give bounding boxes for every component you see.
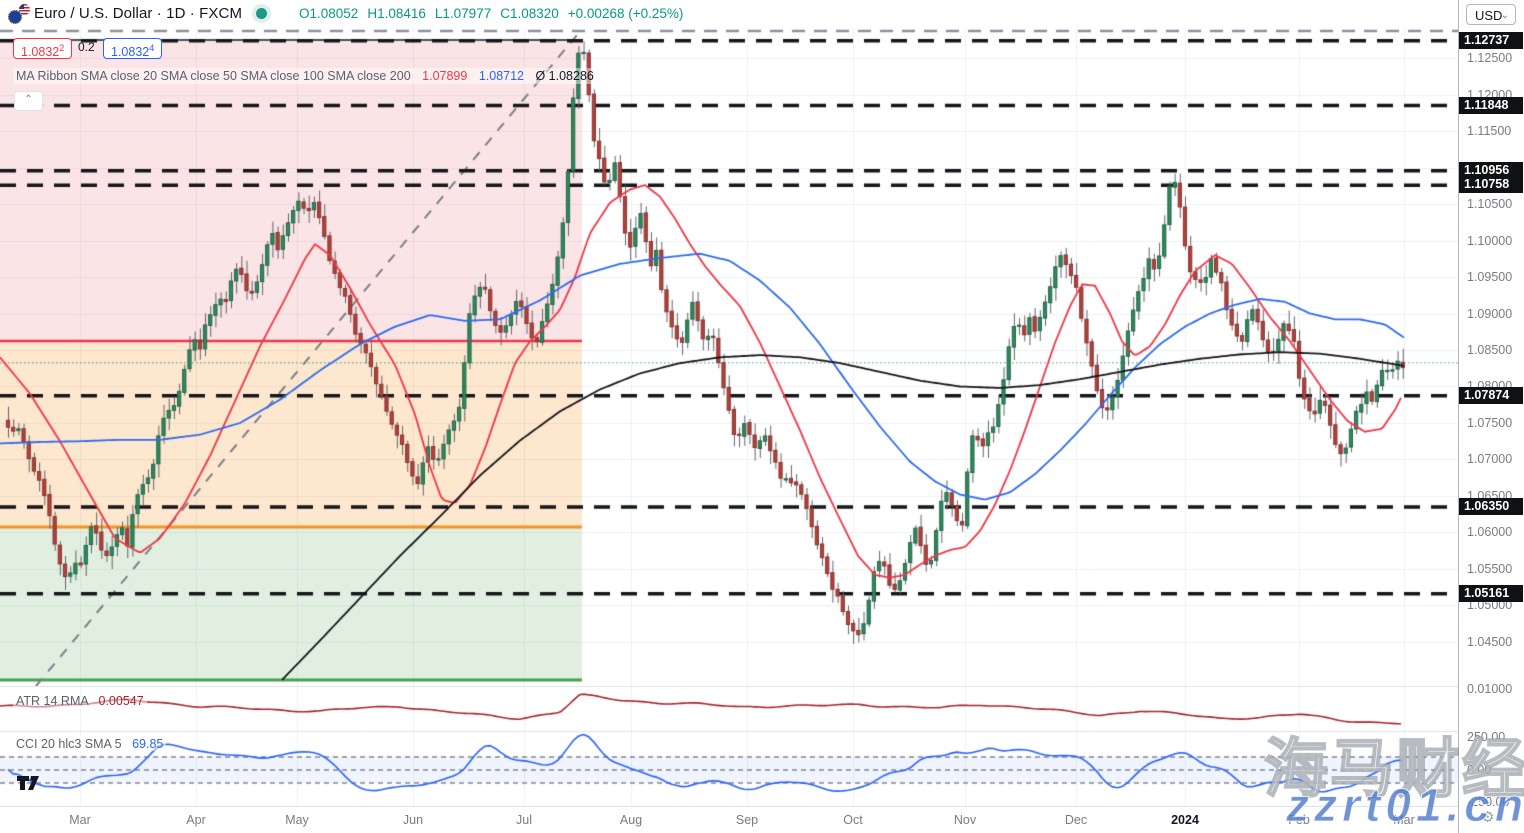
price-tick: 1.07500 bbox=[1467, 415, 1513, 430]
price-tick: 1.11500 bbox=[1467, 124, 1512, 139]
ohlc-readout: O1.08052 H1.08416 L1.07977 C1.08320 +0.00268… bbox=[290, 6, 683, 21]
currency-label: USD bbox=[1475, 8, 1503, 23]
tradingview-logo[interactable] bbox=[16, 772, 46, 794]
price-tick: 1.06000 bbox=[1467, 525, 1513, 540]
time-axis-label: Mar bbox=[69, 813, 91, 827]
time-axis-label: Jun bbox=[402, 813, 424, 827]
change-value: +0.00268 (+0.25%) bbox=[567, 6, 684, 21]
cci-scale-tick: 0.00 bbox=[1467, 762, 1492, 777]
sr-price-label: 1.05161 bbox=[1459, 584, 1523, 602]
price-tick: 1.08500 bbox=[1467, 343, 1513, 357]
cci-label: CCI 20 hlc3 SMA 5 bbox=[16, 737, 122, 751]
sr-price-label: 1.11848 bbox=[1459, 96, 1523, 114]
ma-ribbon-value-blue: 1.08712 bbox=[478, 69, 524, 83]
price-tick: 1.09500 bbox=[1467, 270, 1513, 284]
sell-price: 1.0832 bbox=[21, 45, 60, 60]
ohlc-value: 1.08416 bbox=[377, 6, 426, 21]
currency-selector[interactable]: USD ⌄ bbox=[1466, 4, 1516, 25]
atr-legend[interactable]: ATR 14 RMA 0.00547 bbox=[13, 694, 147, 708]
eurusd-flags-icon bbox=[8, 4, 30, 24]
ma-ribbon-average: Ø 1.08286 bbox=[535, 69, 594, 83]
time-axis-label: Nov bbox=[953, 813, 977, 827]
price-tick: 1.10000 bbox=[1467, 233, 1513, 248]
cci-scale-tick: 250.00 bbox=[1467, 730, 1506, 744]
eu-flag-icon bbox=[8, 10, 22, 24]
ohlc-key: O bbox=[299, 6, 310, 21]
time-axis-label: Aug bbox=[619, 813, 643, 827]
sell-price-sup: 2 bbox=[59, 43, 65, 53]
chevron-down-icon: ⌄ bbox=[1500, 10, 1509, 21]
chart-header: Euro / U.S. Dollar · 1D · FXCM O1.08052 H… bbox=[0, 0, 1458, 28]
ohlc-value: 1.08320 bbox=[509, 6, 559, 21]
gear-icon[interactable]: ⚙ bbox=[1481, 809, 1495, 826]
price-tick: 1.10500 bbox=[1467, 197, 1513, 211]
sr-price-label: 1.07874 bbox=[1459, 386, 1523, 404]
price-tick: 1.05000 bbox=[1467, 598, 1513, 613]
ma-ribbon-value-red: 1.07899 bbox=[422, 69, 468, 83]
chevron-up-icon: ⌃ bbox=[24, 94, 33, 105]
time-axis-label: Apr bbox=[186, 813, 206, 827]
price-tick: 1.09000 bbox=[1467, 306, 1513, 321]
time-axis-label: Feb bbox=[1288, 813, 1310, 827]
buy-price-box: 1.08324 bbox=[103, 38, 163, 60]
atr-value: 0.00547 bbox=[98, 694, 144, 708]
market-status-icon[interactable] bbox=[256, 8, 267, 19]
us-flag-icon bbox=[19, 4, 30, 15]
time-axis-label: Mar bbox=[1393, 813, 1415, 827]
ohlc-key: C bbox=[500, 6, 510, 21]
sr-price-label: 1.10758 bbox=[1459, 176, 1523, 194]
ohlc-key: H bbox=[367, 6, 378, 21]
price-tick: 1.07000 bbox=[1467, 452, 1513, 467]
ohlc-key: L bbox=[434, 6, 443, 21]
cci-scale-tick: -250.00 bbox=[1467, 795, 1510, 809]
sr-price-label: 1.06350 bbox=[1459, 497, 1523, 515]
time-axis[interactable]: Mar Apr May Jun Jul Aug Sep Oct Nov Dec 2024 Feb Mar bbox=[0, 806, 1458, 833]
ma-ribbon-legend[interactable]: MA Ribbon SMA close 20 SMA close 50 SMA … bbox=[13, 68, 597, 84]
time-axis-label: May bbox=[285, 813, 309, 827]
ohlc-value: 1.08052 bbox=[309, 6, 359, 21]
sr-price-label: 1.12737 bbox=[1459, 31, 1523, 49]
time-axis-label: Oct bbox=[843, 813, 863, 827]
atr-scale-tick: 0.01000 bbox=[1467, 682, 1513, 696]
time-axis-label: Sep bbox=[735, 813, 759, 827]
buy-price: 1.0832 bbox=[111, 45, 150, 60]
time-axis-label: Dec bbox=[1064, 813, 1088, 827]
price-tick: 1.05500 bbox=[1467, 561, 1513, 576]
spread-label: 0.2 bbox=[78, 40, 95, 54]
cci-legend[interactable]: CCI 20 hlc3 SMA 5 69.85 bbox=[13, 737, 167, 751]
atr-label: ATR 14 RMA bbox=[16, 694, 89, 708]
sell-price-box: 1.08322 bbox=[13, 38, 73, 60]
price-tick: 1.12500 bbox=[1467, 51, 1513, 66]
collapse-legend-button[interactable]: ⌃ bbox=[14, 91, 43, 111]
time-axis-label: 2024 bbox=[1171, 813, 1199, 827]
main-chart-canvas[interactable] bbox=[0, 0, 1458, 833]
time-axis-label: Jul bbox=[516, 813, 532, 827]
sr-price-label: 1.10956 bbox=[1459, 161, 1523, 179]
ohlc-value: 1.07977 bbox=[442, 6, 492, 21]
cci-value: 69.85 bbox=[132, 737, 164, 751]
ma-ribbon-label: MA Ribbon SMA close 20 SMA close 50 SMA … bbox=[16, 69, 411, 83]
symbol-title[interactable]: Euro / U.S. Dollar · 1D · FXCM bbox=[34, 5, 243, 22]
price-tick: 1.04500 bbox=[1467, 634, 1513, 649]
buy-price-sup: 4 bbox=[149, 43, 155, 53]
price-axis[interactable]: 1.125001.120001.115001.110001.105001.100… bbox=[1458, 0, 1524, 833]
